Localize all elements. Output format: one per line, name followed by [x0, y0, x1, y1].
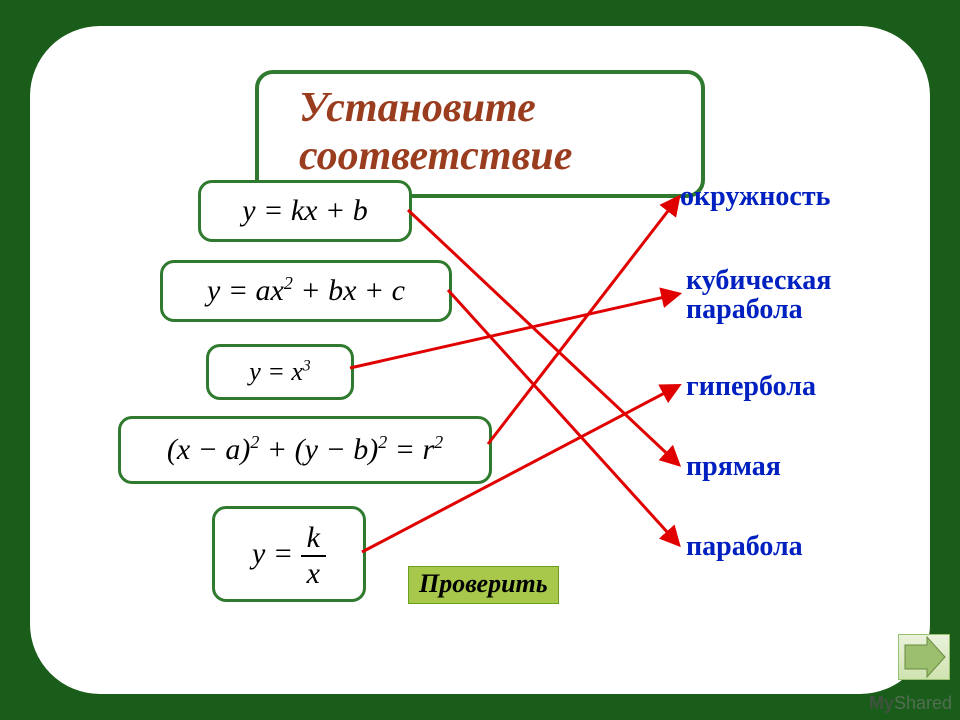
arrow-circle-to-circle_name — [488, 198, 678, 444]
equation-text: y = ax2 + bx + c — [207, 274, 405, 307]
equation-text: y = x3 — [249, 357, 310, 386]
equation-circle[interactable]: (x − a)2 + (y − b)2 = r2 — [118, 416, 492, 484]
equation-linear[interactable]: y = kx + b — [198, 180, 412, 242]
equation-cubic[interactable]: y = x3 — [206, 344, 354, 400]
watermark-brand: My — [869, 693, 894, 713]
slide-card: Установите соответствие y = kx + b y = ax… — [30, 26, 930, 694]
label-parabola_name: парабола — [686, 532, 803, 561]
watermark-rest: Shared — [894, 693, 952, 713]
equation-text: y = kx — [252, 537, 326, 570]
check-button[interactable]: Проверить — [408, 566, 559, 604]
title-box: Установите соответствие — [255, 70, 705, 198]
label-cubic_name: кубическаяпарабола — [686, 266, 831, 325]
watermark: MyShared — [869, 693, 952, 714]
label-line_name: прямая — [686, 452, 781, 481]
next-slide-button[interactable] — [898, 634, 950, 680]
slide-title: Установите соответствие — [299, 85, 572, 179]
label-circle_name: окружность — [680, 182, 830, 211]
equation-hyper[interactable]: y = kx — [212, 506, 366, 602]
equation-text: y = kx + b — [242, 194, 367, 227]
equation-text: (x − a)2 + (y − b)2 = r2 — [167, 433, 443, 466]
equation-quadratic[interactable]: y = ax2 + bx + c — [160, 260, 452, 322]
label-hyper_name: гипербола — [686, 372, 816, 401]
